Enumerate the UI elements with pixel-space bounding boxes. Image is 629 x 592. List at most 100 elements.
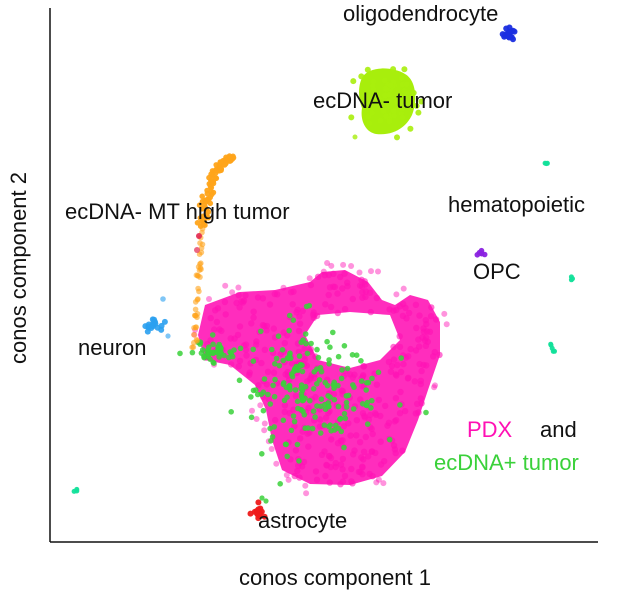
pdx-point bbox=[301, 345, 308, 353]
ecdna-neg-tumor-point bbox=[386, 98, 392, 105]
label-ecdna-mt-high-tumor: ecDNA- MT high tumor bbox=[65, 199, 290, 224]
pdx-point bbox=[305, 443, 312, 450]
pdx-point bbox=[423, 320, 430, 328]
ecdna-pos-tumor-point bbox=[273, 355, 280, 362]
astrocyte-point bbox=[253, 508, 260, 515]
ecdna-pos-tumor-point bbox=[290, 413, 297, 419]
ecdna-mt-high-point bbox=[199, 226, 206, 232]
ecdna-neg-tumor-point bbox=[390, 66, 397, 73]
ecdna-pos-tumor-point bbox=[290, 317, 297, 324]
pdx-point bbox=[253, 341, 260, 348]
ecdna-pos-tumor-point bbox=[397, 402, 403, 408]
pdx-point bbox=[253, 416, 260, 422]
pdx-point bbox=[339, 285, 346, 292]
pdx-point bbox=[377, 461, 385, 468]
ecdna-mt-high-point bbox=[199, 193, 205, 200]
ecdna-pos-tumor-point bbox=[210, 341, 216, 348]
label-opc: OPC bbox=[473, 259, 521, 284]
ecdna-pos-tumor-point bbox=[250, 358, 257, 365]
ecdna-pos-tumor-point bbox=[300, 397, 307, 403]
pdx-point bbox=[396, 410, 404, 417]
pdx-point bbox=[339, 478, 347, 485]
ecdna-pos-tumor-point bbox=[253, 387, 259, 393]
ecdna-pos-tumor-point bbox=[272, 376, 278, 383]
ecdna-pos-tumor-point bbox=[324, 382, 331, 389]
pdx-point bbox=[427, 313, 435, 320]
pdx-point bbox=[281, 402, 289, 409]
ecdna-mt-high-point bbox=[192, 306, 199, 313]
ecdna-pos-tumor-point bbox=[326, 357, 332, 363]
ecdna-pos-tumor-point bbox=[298, 391, 305, 397]
ecdna-pos-tumor-point bbox=[260, 407, 267, 414]
ecdna-pos-tumor-point bbox=[284, 453, 291, 460]
pdx-point bbox=[242, 292, 249, 299]
ecdna-pos-tumor-point bbox=[289, 373, 296, 380]
label-hematopoietic: hematopoietic bbox=[448, 192, 585, 217]
pdx-point bbox=[285, 476, 292, 483]
astrocyte-point bbox=[255, 499, 262, 506]
ecdna-pos-tumor-point bbox=[335, 403, 342, 410]
ecdna-pos-tumor-point bbox=[341, 410, 348, 417]
ecdna-pos-tumor-point bbox=[330, 329, 336, 336]
ecdna-pos-tumor-point bbox=[345, 392, 352, 399]
pdx-point bbox=[325, 291, 332, 299]
pdx-point bbox=[401, 407, 409, 415]
pdx-point bbox=[313, 312, 321, 320]
pdx-point bbox=[373, 479, 380, 486]
pdx-point bbox=[327, 303, 335, 311]
pdx-point bbox=[372, 449, 379, 457]
pdx-point bbox=[292, 447, 300, 454]
pdx-point bbox=[436, 351, 443, 359]
pdx-point bbox=[390, 343, 397, 351]
ecdna-neg-tumor-point bbox=[390, 107, 397, 114]
ecdna-pos-tumor-point bbox=[288, 427, 295, 434]
pdx-point bbox=[357, 468, 364, 476]
pdx-point bbox=[250, 308, 257, 315]
ecdna-pos-tumor-point bbox=[309, 425, 316, 432]
ecdna-pos-tumor-point bbox=[312, 414, 318, 420]
pdx-point bbox=[292, 392, 300, 400]
pdx-point bbox=[416, 360, 423, 368]
pdx-point bbox=[291, 472, 298, 480]
ecdna-pos-tumor-point bbox=[254, 391, 261, 398]
pdx-point bbox=[368, 425, 375, 433]
pdx-point bbox=[320, 268, 327, 275]
ecdna-pos-tumor-point bbox=[209, 332, 216, 338]
ecdna-pos-tumor-point bbox=[339, 367, 345, 373]
ecdna-mt-high-point bbox=[196, 233, 202, 239]
ecdna-pos-tumor-point bbox=[364, 421, 371, 427]
ecdna-pos-tumor-point bbox=[343, 404, 350, 410]
pdx-point bbox=[236, 304, 243, 311]
pdx-point bbox=[417, 395, 424, 402]
ecdna-pos-tumor-point bbox=[337, 415, 344, 422]
ecdna-pos-tumor-point bbox=[314, 346, 320, 353]
pdx-point bbox=[388, 362, 396, 370]
pdx-point bbox=[306, 275, 313, 282]
pdx-point bbox=[357, 396, 364, 403]
ecdna-mt-high-point bbox=[207, 194, 213, 201]
pdx-point bbox=[358, 276, 365, 283]
neuron-point bbox=[161, 318, 168, 325]
ecdna-pos-tumor-point bbox=[206, 344, 212, 351]
pdx-point bbox=[249, 407, 255, 414]
pdx-point bbox=[416, 312, 423, 319]
pdx-point bbox=[417, 380, 424, 388]
ecdna-pos-tumor-point bbox=[267, 425, 273, 432]
ecdna-neg-tumor-point bbox=[372, 90, 379, 96]
pdx-point bbox=[284, 332, 291, 339]
opc-point bbox=[474, 252, 481, 258]
ecdna-mt-high-point bbox=[199, 206, 205, 212]
pdx-point bbox=[443, 321, 450, 328]
ecdna-pos-tumor-point bbox=[317, 430, 324, 436]
ecdna-pos-tumor-point bbox=[364, 399, 371, 406]
ecdna-pos-tumor-point bbox=[358, 358, 364, 364]
ecdna-pos-tumor-point bbox=[267, 401, 274, 407]
ecdna-neg-tumor-point bbox=[365, 113, 372, 120]
pdx-point bbox=[229, 289, 236, 296]
pdx-point bbox=[339, 437, 346, 444]
pdx-point bbox=[295, 462, 302, 469]
ecdna-pos-tumor-point bbox=[369, 397, 375, 404]
pdx-point bbox=[328, 436, 335, 443]
pdx-point bbox=[314, 273, 322, 280]
pdx-point bbox=[420, 328, 428, 335]
